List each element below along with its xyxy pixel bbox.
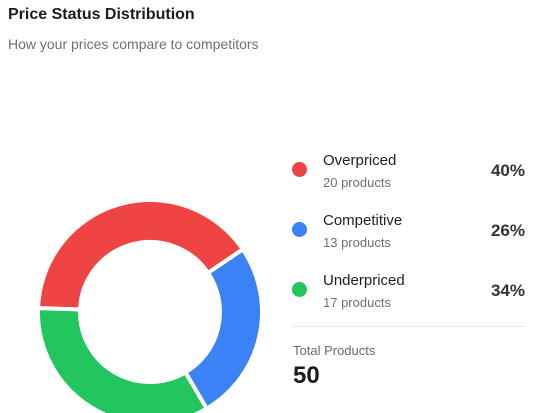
- legend-label: Underpriced: [323, 272, 405, 289]
- overpriced-color-dot: [292, 162, 307, 177]
- legend-percentage: 40%: [490, 161, 525, 180]
- divider: [292, 326, 525, 327]
- legend-percentage: 34%: [490, 281, 525, 300]
- legend-count: 13 products: [323, 235, 391, 250]
- legend-item-competitive: Competitive 13 products 26%: [292, 210, 527, 270]
- legend-count: 20 products: [323, 175, 391, 190]
- legend-label: Overpriced: [323, 152, 397, 169]
- overpriced-slice[interactable]: [35, 198, 246, 312]
- legend-label: Competitive: [323, 212, 403, 229]
- legend: Overpriced 20 products 40% Competitive 1…: [292, 150, 527, 330]
- underpriced-color-dot: [292, 282, 307, 297]
- donut-chart: [35, 198, 264, 413]
- underpriced-slice[interactable]: [36, 306, 210, 413]
- legend-item-underpriced: Underpriced 17 products 34%: [292, 270, 527, 330]
- competitive-color-dot: [292, 222, 307, 237]
- legend-count: 17 products: [323, 295, 391, 310]
- total-products-label: Total Products: [293, 343, 376, 358]
- legend-item-overpriced: Overpriced 20 products 40%: [292, 150, 527, 210]
- competitive-slice[interactable]: [182, 246, 264, 412]
- legend-percentage: 26%: [490, 221, 525, 240]
- chart-title: Price Status Distribution: [8, 6, 195, 23]
- total-products-value: 50: [293, 362, 320, 389]
- chart-subtitle: How your prices compare to competitors: [8, 36, 259, 52]
